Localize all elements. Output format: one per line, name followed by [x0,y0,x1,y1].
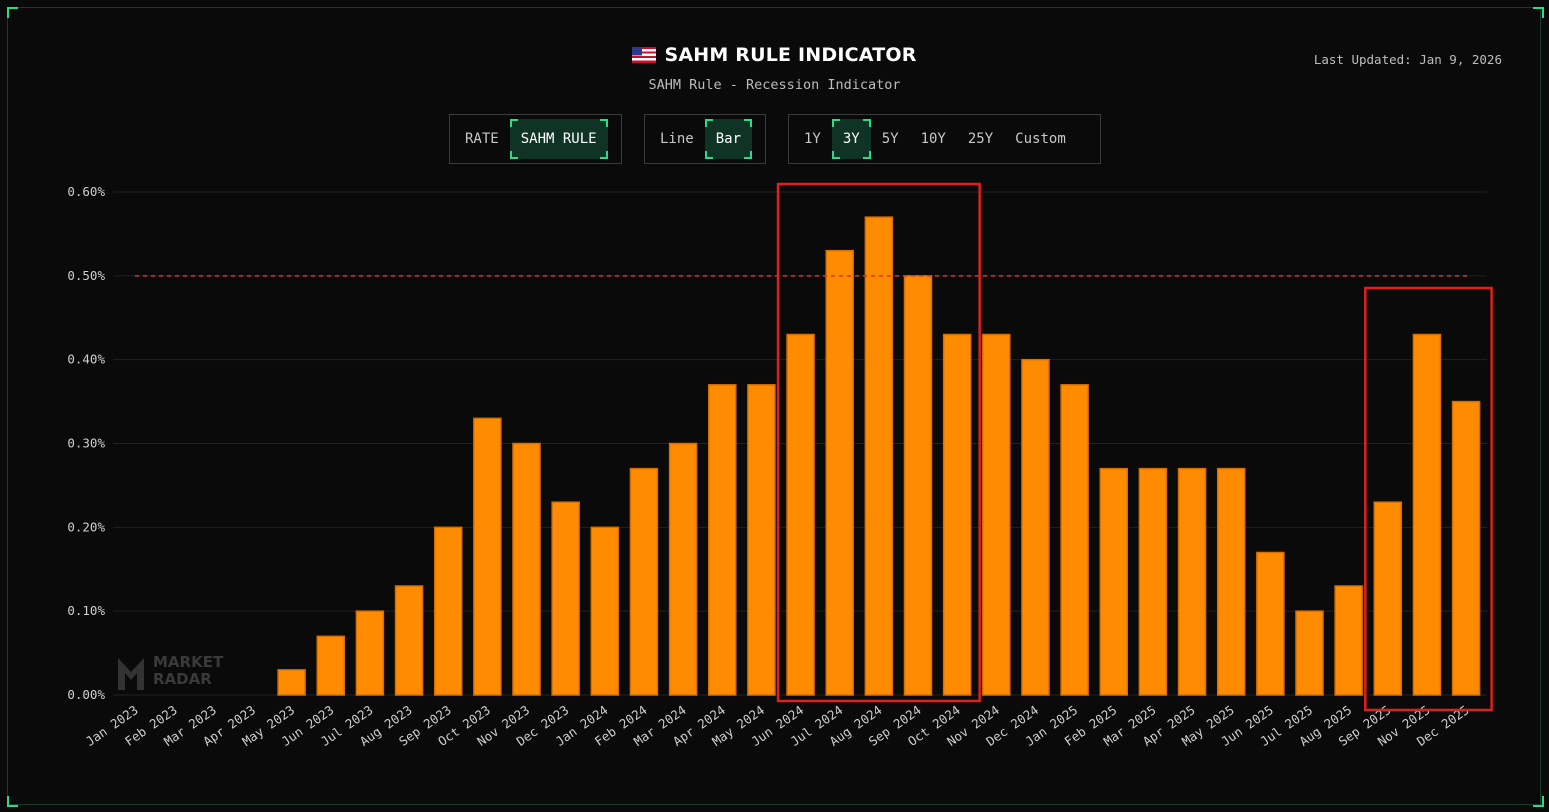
bar[interactable] [747,384,776,696]
bar[interactable] [1412,333,1442,696]
last-updated-text: Last Updated: Jan 9, 2026 [1313,52,1502,67]
metric-toggle: RATE SAHM RULE [449,114,622,164]
bar[interactable] [1295,610,1324,696]
bar[interactable] [668,442,698,696]
y-tick-label: 0.30% [67,436,105,451]
bar-series [277,216,1481,696]
bar[interactable] [1216,467,1246,696]
frame-corner [7,7,18,18]
frame-corner [7,796,18,807]
bar[interactable] [942,333,972,696]
bar[interactable] [903,275,933,696]
bar[interactable] [1256,551,1285,696]
frame-corner [1533,7,1544,18]
bar[interactable] [708,384,737,696]
bar[interactable] [1138,467,1168,696]
highlight-box [1364,286,1493,712]
range-option-3y[interactable]: 3Y [831,119,871,159]
y-tick-label: 0.40% [67,352,105,367]
range-option-custom[interactable]: Custom [1015,131,1066,147]
bar[interactable] [629,467,659,696]
chart-type-option-line[interactable]: Line [660,131,694,147]
bar[interactable] [1060,384,1089,696]
y-tick-label: 0.00% [67,687,105,702]
bar[interactable] [1451,400,1481,696]
bar[interactable] [590,526,620,696]
y-tick-label: 0.50% [67,268,105,283]
range-option-10y[interactable]: 10Y [920,131,946,147]
market-radar-logo-icon [118,658,144,690]
highlight-box [776,182,981,703]
bar[interactable] [1177,467,1207,696]
bar[interactable] [394,585,424,696]
highlight-boxes [776,182,1493,712]
bar[interactable] [316,635,345,696]
range-option-5y[interactable]: 5Y [881,131,899,147]
bar[interactable] [786,333,815,696]
y-axis: 0.00% 0.10% 0.20% 0.30% 0.40% 0.50% 0.60% [67,184,105,702]
chart-frame [7,7,1541,805]
bar[interactable] [277,669,306,696]
range-option-1y[interactable]: 1Y [804,131,821,147]
metric-option-sahm-rule[interactable]: SAHM RULE [509,119,608,159]
chart-type-option-bar[interactable]: Bar [704,119,753,159]
page-subtitle: SAHM Rule - Recession Indicator [648,77,901,93]
y-tick-label: 0.60% [67,184,105,199]
bar[interactable] [1021,358,1050,696]
chart-type-toggle: Line Bar [644,114,766,164]
market-radar-watermark: MARKET RADAR [118,653,224,690]
bar[interactable] [433,526,463,696]
bar[interactable] [825,249,854,696]
bar[interactable] [982,333,1011,696]
bar[interactable] [473,417,502,696]
watermark-line-1: MARKET [153,653,224,671]
bar[interactable] [1373,501,1403,696]
page-title: SAHM RULE INDICATOR [664,44,917,66]
bar[interactable] [355,610,385,696]
metric-option-rate[interactable]: RATE [465,131,499,147]
y-tick-label: 0.20% [67,519,105,534]
range-option-25y[interactable]: 25Y [967,131,994,147]
bar[interactable] [551,501,580,696]
bar[interactable] [864,216,894,696]
bar[interactable] [1099,467,1128,696]
bar[interactable] [1334,585,1363,696]
watermark-line-2: RADAR [153,670,212,688]
frame-corner [1533,796,1544,807]
us-flag-icon [632,47,657,63]
y-tick-label: 0.10% [67,603,105,618]
title-row: SAHM RULE INDICATOR [0,44,1549,66]
range-toggle: 1Y 3Y 5Y 10Y 25Y Custom [788,114,1101,164]
bar[interactable] [512,442,541,696]
